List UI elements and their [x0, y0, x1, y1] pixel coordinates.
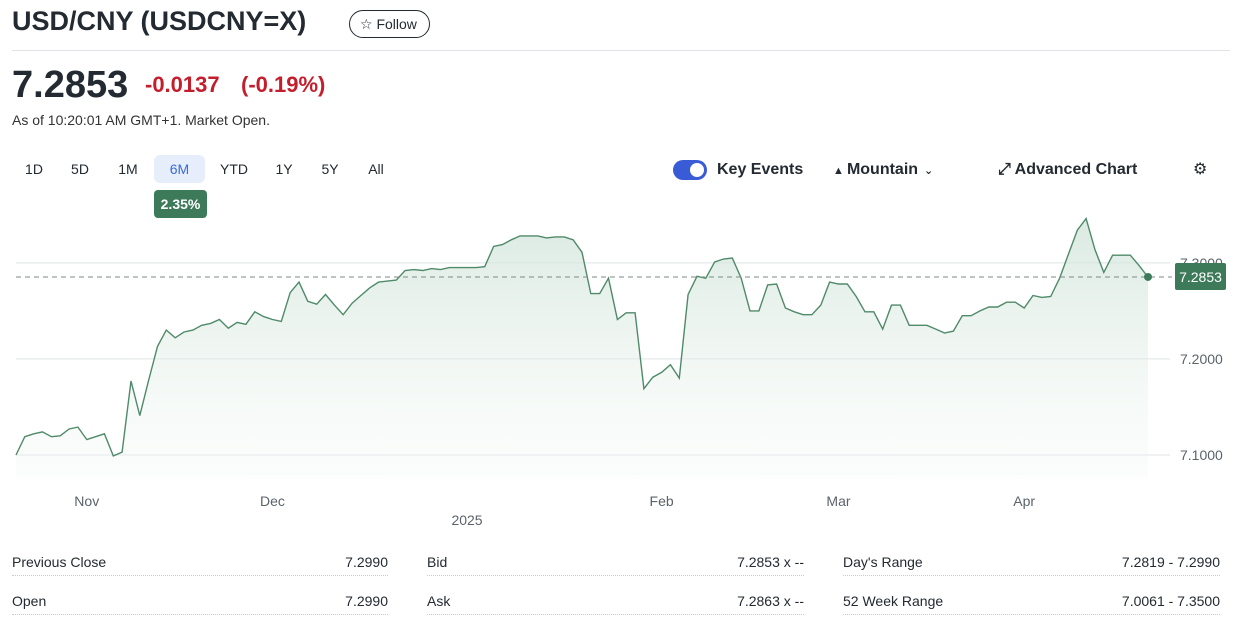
x-tick-label: Dec — [260, 493, 285, 509]
stat-value: 7.0061 - 7.3500 — [1121, 593, 1220, 609]
row-separator — [843, 575, 1220, 576]
chart-type-menu[interactable]: ▲ Mountain ⌄ — [833, 160, 933, 181]
year-label: 2025 — [451, 512, 482, 528]
stat-value: 7.2863 x -- — [737, 593, 804, 609]
price-change: -0.0137 — [145, 72, 220, 97]
stat-value: 7.2853 x -- — [737, 554, 804, 570]
last-point — [1144, 272, 1152, 281]
key-events-label: Key Events — [717, 161, 804, 178]
advanced-chart-label: Advanced Chart — [1014, 161, 1138, 178]
area-fill — [16, 218, 1148, 479]
price-badge — [1175, 262, 1226, 290]
range-tab[interactable]: All — [368, 161, 384, 177]
stat-label: Ask — [427, 593, 451, 609]
x-tick-label: Apr — [1013, 493, 1035, 509]
row-separator — [843, 614, 1220, 615]
follow-label: Follow — [376, 16, 417, 32]
period-change: 2.35% — [154, 190, 207, 218]
stat-label: Previous Close — [12, 554, 107, 570]
divider — [12, 50, 1230, 51]
y-tick-label: 7.1000 — [1180, 447, 1223, 463]
range-tab[interactable]: 1Y — [275, 161, 293, 177]
x-tick-label: Mar — [826, 493, 850, 509]
star-icon: ☆ — [360, 16, 377, 32]
stat-label: Day's Range — [843, 554, 923, 570]
stat-value: 7.2990 — [345, 554, 388, 570]
advanced-chart-link[interactable]: ⤢ Advanced Chart — [998, 160, 1137, 180]
row-separator — [427, 614, 804, 615]
range-tab[interactable]: YTD — [220, 161, 248, 177]
stat-value: 7.2990 — [345, 593, 388, 609]
stat-label: Bid — [427, 554, 448, 570]
price-badge-label: 7.2853 — [1179, 269, 1222, 285]
chart-type-label: Mountain — [846, 161, 919, 178]
range-tab[interactable]: 1D — [25, 161, 43, 177]
settings-icon[interactable]: ⚙ — [1193, 161, 1208, 178]
expand-icon: ⤢ — [998, 161, 1015, 178]
key-events-toggle[interactable] — [673, 160, 707, 180]
price-line — [15, 217, 1149, 457]
range-tab[interactable]: 1M — [118, 161, 138, 177]
stat-value: 7.2819 - 7.2990 — [1121, 554, 1220, 570]
title: USD/CNY (USDCNY=X) — [12, 6, 307, 36]
range-tab[interactable]: 6M — [154, 155, 205, 183]
range-tab[interactable]: 5Y — [321, 161, 339, 177]
stat-label: 52 Week Range — [843, 593, 944, 609]
x-tick-label: Feb — [650, 493, 674, 509]
y-tick-label: 7.2000 — [1180, 351, 1223, 367]
x-tick-label: Nov — [74, 493, 99, 509]
row-separator — [12, 575, 388, 576]
price-change-percent: (-0.19%) — [241, 72, 326, 97]
chevron: ⌄ — [924, 165, 934, 177]
row-separator — [427, 575, 804, 576]
price: 7.2853 — [12, 64, 129, 106]
range-tab[interactable]: 5D — [71, 161, 89, 177]
stat-label: Open — [12, 593, 47, 609]
follow-button[interactable]: ☆ Follow — [349, 10, 430, 38]
row-separator — [12, 614, 388, 615]
as-of: As of 10:20:01 AM GMT+1. Market Open. — [12, 112, 270, 128]
mountain-icon: ▲ — [833, 165, 847, 177]
